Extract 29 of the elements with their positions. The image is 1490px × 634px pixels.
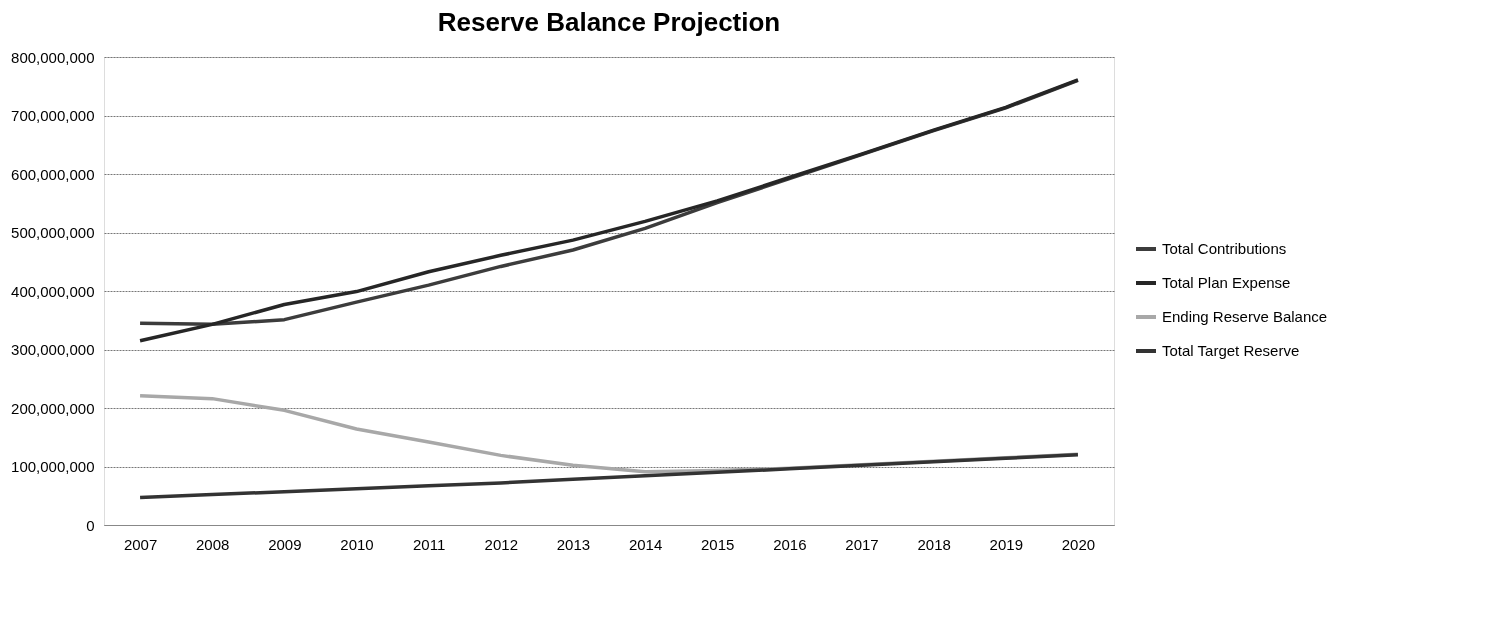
x-tick-label: 2008 [196, 535, 230, 553]
y-tick-label: 100,000,000 [11, 458, 95, 475]
x-tick-label: 2007 [123, 535, 158, 553]
x-tick-label: 2013 [556, 535, 591, 553]
legend-label: Ending Reserve Balance [1162, 308, 1328, 325]
x-tick-label: 2009 [268, 535, 302, 553]
legend-label: Total Contributions [1162, 240, 1287, 257]
x-tick-label: 2012 [484, 535, 518, 553]
x-tick-label: 2014 [628, 535, 663, 553]
x-tick-label: 2017 [845, 535, 879, 553]
x-tick-label: 2016 [773, 535, 807, 553]
chart-title: Reserve Balance Projection [437, 7, 781, 37]
y-tick-label: 700,000,000 [11, 107, 95, 124]
y-tick-label: 500,000,000 [11, 224, 95, 241]
x-tick-label: 2011 [413, 535, 446, 553]
y-tick-label: 600,000,000 [11, 165, 95, 183]
x-tick-label: 2020 [1061, 535, 1096, 553]
y-tick-label: 200,000,000 [11, 399, 95, 417]
x-tick-label: 2018 [917, 535, 951, 553]
y-tick-label: 800,000,000 [11, 48, 95, 66]
line-series [138, 453, 1080, 500]
x-tick-label: 2010 [340, 535, 374, 553]
x-tick-label: 2015 [701, 535, 735, 553]
legend-label: Total Plan Expense [1162, 274, 1291, 291]
y-tick-label: 400,000,000 [11, 282, 95, 300]
legend-label: Total Target Reserve [1162, 342, 1300, 359]
y-tick-label: 300,000,000 [11, 341, 95, 358]
x-tick-label: 2019 [989, 535, 1023, 553]
y-tick-label: 0 [86, 516, 95, 534]
